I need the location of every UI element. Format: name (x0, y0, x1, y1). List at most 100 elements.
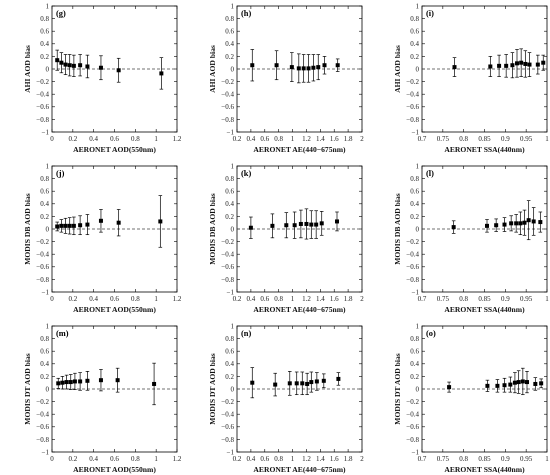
data-point (64, 374, 69, 390)
y-tick-label: −0.2 (406, 78, 419, 86)
x-tick-label: 0.6 (110, 295, 119, 303)
y-tick-label: −0.4 (406, 91, 419, 99)
square-marker (68, 380, 73, 385)
chart-panel-m: −1 −0.8 −0.6 −0.4 −0.2 0 0.2 0.4 0.6 0.8 1 0 0.2 0.4 0… (23, 322, 182, 474)
data-point (309, 210, 314, 239)
data-point (314, 210, 319, 239)
x-tick-label: 0.4 (247, 135, 256, 143)
y-tick-label: 0.4 (40, 40, 49, 48)
data-point (71, 216, 76, 236)
square-marker (292, 223, 297, 228)
y-tick-label: 0.4 (410, 40, 419, 48)
square-marker (274, 63, 279, 68)
panel-label: (g) (56, 9, 66, 18)
data-point (495, 379, 500, 393)
data-point (72, 372, 77, 390)
y-tick-label: −0.4 (406, 411, 419, 419)
x-tick-label: 1 (154, 135, 158, 143)
square-marker (116, 220, 121, 225)
x-tick-label: 0.8 (459, 135, 468, 143)
square-marker (250, 380, 255, 385)
y-tick-label: 0.2 (40, 373, 49, 381)
y-tick-label: 0 (231, 385, 235, 393)
y-tick-label: 1 (416, 162, 420, 170)
panel-label: (h) (241, 9, 251, 18)
y-axis-label: MODIS DB AOD bias (208, 193, 217, 265)
square-marker (525, 380, 529, 385)
square-marker (85, 378, 90, 383)
data-point (304, 208, 309, 240)
x-tick-label: 1.8 (344, 135, 353, 143)
data-point (59, 52, 64, 74)
data-point (533, 377, 538, 391)
y-tick-label: −0.6 (406, 423, 419, 431)
square-marker (336, 376, 341, 381)
x-tick-label: 0.4 (89, 455, 98, 463)
square-marker (510, 63, 515, 68)
y-tick-label: 0 (46, 65, 50, 73)
y-tick-label: 0.6 (410, 348, 419, 356)
data-point (159, 57, 164, 90)
square-marker (314, 379, 319, 384)
square-marker (488, 64, 493, 69)
square-marker (516, 380, 521, 385)
panel-label: (j) (56, 169, 65, 178)
square-marker (447, 385, 452, 390)
chart-panel-l: −1 −0.8 −0.6 −0.4 −0.2 0 0.2 0.4 0.6 0.8 1 0.7 0.75 0… (393, 162, 549, 314)
square-marker (98, 378, 103, 383)
x-axis-label: AERONET AOD(550nm) (73, 305, 156, 314)
x-tick-label: 0.85 (478, 455, 491, 463)
data-point (274, 50, 279, 81)
square-marker (284, 223, 289, 228)
square-marker (72, 379, 77, 384)
square-marker (527, 62, 532, 67)
data-point (516, 370, 521, 394)
x-tick-label: 0.95 (520, 135, 533, 143)
x-tick-label: 1.2 (302, 455, 311, 463)
panel-label: (l) (426, 169, 434, 178)
data-point (273, 372, 278, 397)
y-tick-label: 1 (46, 162, 50, 170)
y-tick-label: 0.2 (40, 53, 49, 61)
x-tick-label: 0.8 (274, 455, 283, 463)
square-marker (85, 222, 90, 227)
square-marker (335, 219, 339, 224)
y-axis-label: MODIS DT AOD bias (208, 353, 217, 424)
y-tick-label: −0.4 (221, 91, 234, 99)
data-point (525, 371, 529, 394)
y-tick-label: 0.2 (225, 213, 234, 221)
x-tick-label: 0 (50, 135, 54, 143)
data-point (515, 49, 519, 78)
y-tick-label: −0.4 (36, 251, 49, 259)
y-tick-label: 0.4 (40, 200, 49, 208)
data-point (322, 56, 327, 75)
y-tick-label: −1 (412, 128, 420, 136)
x-tick-label: 0.4 (89, 295, 98, 303)
square-marker (98, 65, 103, 70)
x-axis-label: AERONET AOD(550nm) (73, 145, 156, 154)
x-tick-label: 1.6 (330, 295, 339, 303)
y-axis-label: AHI AOD bias (23, 45, 32, 93)
square-marker (526, 218, 531, 223)
y-tick-label: −0.8 (406, 276, 419, 284)
x-tick-label: 1.8 (344, 295, 353, 303)
square-marker (287, 381, 292, 386)
x-tick-label: 2 (360, 455, 364, 463)
data-point (63, 54, 68, 76)
square-marker (71, 223, 76, 228)
square-marker (535, 62, 540, 67)
data-point (508, 376, 513, 393)
data-point (502, 217, 507, 232)
data-point (68, 374, 73, 390)
data-point (284, 212, 289, 239)
chart-panel-g: −1 −0.8 −0.6 −0.4 −0.2 0 0.2 0.4 0.6 0.8 1 0 0.2 0.4 0… (23, 2, 182, 154)
data-point (250, 49, 255, 82)
data-point (526, 200, 531, 241)
x-tick-label: 0.4 (247, 455, 256, 463)
data-point (55, 49, 60, 71)
y-tick-label: 0.4 (225, 200, 234, 208)
square-marker (115, 378, 120, 383)
y-tick-label: −0.8 (221, 116, 234, 124)
y-tick-label: 0.8 (410, 175, 419, 183)
x-tick-label: 0.2 (68, 135, 77, 143)
